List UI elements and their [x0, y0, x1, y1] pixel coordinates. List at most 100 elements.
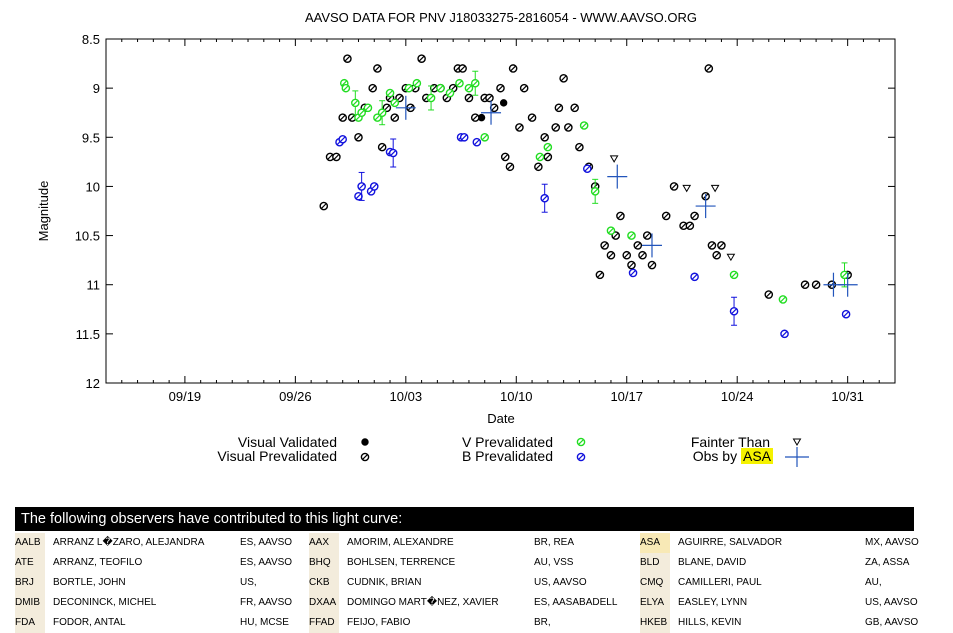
observer-code[interactable]: DXAA — [309, 593, 339, 613]
observer-code[interactable]: HKEB — [640, 613, 670, 633]
observer-code[interactable]: ASA — [640, 533, 670, 553]
observers-header: The following observers have contributed… — [15, 507, 914, 531]
observers-table: AALB ARRANZ L�ZARO, ALEJANDRA ES, AAVSO AAX… — [15, 533, 919, 633]
point-visual-prevalidated — [470, 113, 480, 122]
observer-name: EASLEY, LYNN — [678, 597, 748, 608]
point-v-prevalidated — [377, 108, 387, 118]
observer-row: FDA FODOR, ANTAL HU, MCSE FFAD FEIJO, FABIO B… — [15, 613, 918, 633]
observer-location: AU, VSS — [534, 557, 574, 568]
observer-location: US, AAVSO — [534, 577, 587, 588]
point-b-prevalidated — [354, 191, 363, 201]
point-obs-by-asa — [607, 164, 628, 189]
observer-code[interactable]: CKB — [309, 573, 339, 593]
observer-location: GB, AAVSO — [865, 617, 919, 628]
point-visual-prevalidated — [704, 64, 714, 73]
legend-obs-by-code: ASA — [740, 448, 773, 464]
point-visual-prevalidated — [606, 250, 616, 260]
point-fainter-than — [609, 155, 619, 163]
observer-name: ARRANZ L�ZARO, ALEJANDRA — [53, 537, 205, 548]
point-v-prevalidated — [455, 78, 464, 88]
observer-location: US, AAVSO — [865, 597, 918, 608]
point-visual-prevalidated — [373, 64, 382, 73]
point-visual-prevalidated — [551, 123, 561, 132]
x-tick-label: 10/10 — [500, 389, 533, 404]
point-visual-prevalidated — [500, 152, 510, 162]
point-visual-prevalidated — [540, 132, 549, 142]
observer-row: BRJ BORTLE, JOHN US, CKB CUDNIK, BRIAN US, AA… — [15, 573, 914, 593]
x-tick-label: 10/24 — [721, 389, 754, 404]
y-tick-label: 10 — [86, 179, 100, 194]
legend-symbol-b-prevalidated — [576, 452, 586, 462]
point-visual-prevalidated — [669, 182, 679, 191]
observer-location: BR, REA — [534, 537, 575, 548]
point-visual-prevalidated — [647, 260, 657, 270]
legend-b-prevalidated: B Prevalidated — [461, 448, 553, 464]
observer-code[interactable]: ATE — [15, 553, 45, 573]
y-tick-label: 9.5 — [82, 130, 100, 145]
point-visual-prevalidated — [377, 142, 387, 152]
observer-code[interactable]: CMQ — [640, 573, 670, 593]
point-visual-prevalidated — [627, 260, 636, 270]
observer-location: BR, — [534, 617, 551, 628]
point-visual-prevalidated — [554, 103, 564, 113]
observer-name: DOMINGO MART�NEZ, XAVIER — [347, 597, 499, 608]
point-v-prevalidated — [385, 88, 395, 98]
point-obs-by-asa — [395, 95, 416, 120]
point-v-prevalidated — [412, 78, 422, 88]
point-visual-prevalidated — [464, 93, 474, 103]
point-b-prevalidated — [369, 182, 379, 191]
point-obs-by-asa — [837, 272, 858, 297]
legend-symbols — [360, 437, 809, 467]
observer-code[interactable]: BLD — [640, 553, 670, 573]
observer-code[interactable]: AALB — [15, 533, 45, 553]
point-visual-prevalidated — [519, 83, 529, 93]
observer-code[interactable]: AAX — [309, 533, 339, 553]
point-visual-prevalidated — [515, 123, 524, 132]
observer-name: AGUIRRE, SALVADOR — [678, 537, 783, 548]
legend-v-prevalidated: V Prevalidated — [461, 434, 553, 450]
legend-fainter-than: Fainter Than — [690, 434, 770, 450]
observer-name: AMORIM, ALEXANDRE — [347, 537, 454, 548]
observer-code[interactable]: DMIB — [15, 593, 45, 613]
legend-symbol-v-prevalidated — [576, 437, 586, 447]
observer-code[interactable]: FFAD — [309, 613, 339, 633]
y-tick-label: 10.5 — [75, 229, 100, 244]
point-visual-prevalidated — [527, 113, 537, 122]
point-visual-prevalidated — [390, 113, 400, 122]
point-b-prevalidated — [729, 306, 739, 316]
legend-symbol-fainter-than — [792, 438, 802, 446]
point-v-prevalidated — [404, 83, 414, 93]
observer-code[interactable]: ELYA — [640, 593, 670, 613]
point-visual-prevalidated — [712, 250, 721, 260]
point-b-prevalidated — [628, 268, 638, 278]
observer-name: BLANE, DAVID — [678, 557, 747, 568]
x-tick-label: 10/03 — [390, 389, 423, 404]
point-v-prevalidated — [357, 108, 366, 118]
point-visual-prevalidated — [575, 142, 584, 152]
y-tick-label: 9 — [93, 81, 100, 96]
observer-code[interactable]: BRJ — [15, 573, 45, 593]
x-axis-label: Date — [487, 411, 514, 426]
point-visual-prevalidated — [332, 152, 341, 162]
observer-code[interactable]: FDA — [15, 613, 45, 633]
point-visual-prevalidated — [417, 54, 426, 63]
observer-name: CAMILLERI, PAUL — [678, 577, 762, 588]
light-curve-chart: AAVSO DATA FOR PNV J18033275-2816054 - W… — [36, 10, 896, 467]
legend-obs-by: Obs by ASA — [693, 448, 773, 464]
point-visual-prevalidated — [633, 241, 643, 250]
observer-code[interactable]: BHQ — [309, 553, 339, 573]
y-axis-label: Magnitude — [36, 181, 51, 242]
point-b-prevalidated — [841, 309, 851, 319]
legend-symbol-visual-prevalidated — [360, 452, 370, 462]
observer-name: BORTLE, JOHN — [53, 577, 126, 588]
point-b-prevalidated — [472, 137, 482, 147]
point-visual-prevalidated — [611, 231, 620, 240]
observer-location: US, — [240, 577, 257, 588]
point-visual-prevalidated — [534, 162, 543, 172]
observer-row: DMIB DECONINCK, MICHEL FR, AAVSO DXAA DOMING… — [15, 593, 918, 613]
observer-name: CUDNIK, BRIAN — [347, 577, 422, 588]
x-tick-label: 09/19 — [169, 389, 202, 404]
point-v-prevalidated — [606, 226, 616, 235]
point-v-prevalidated — [543, 142, 553, 152]
observer-name: FODOR, ANTAL — [53, 617, 126, 628]
